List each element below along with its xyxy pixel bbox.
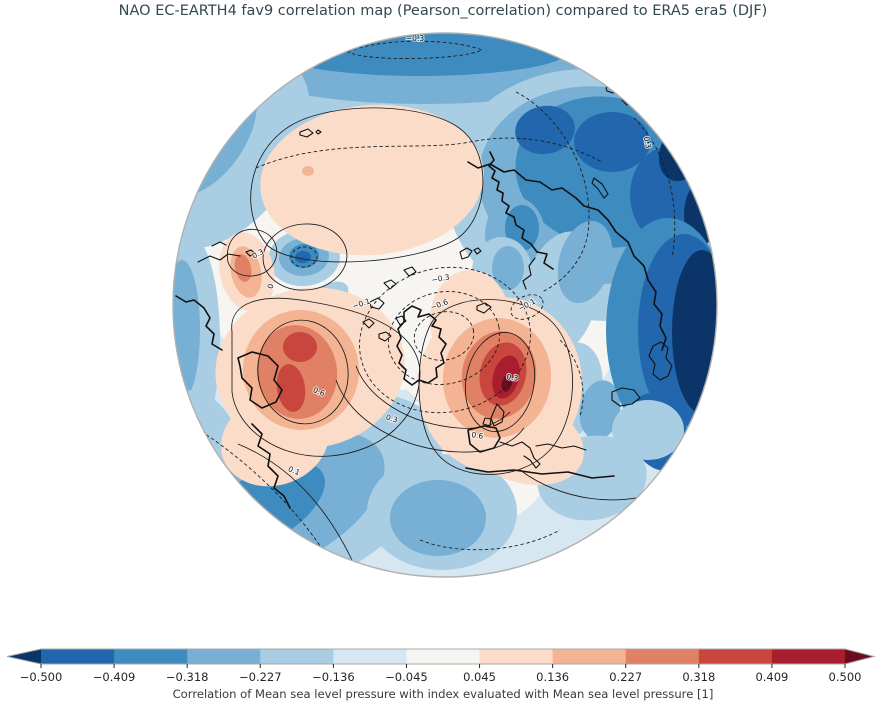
contour-lines-negative-part <box>290 246 318 268</box>
figure-title: NAO EC-EARTH4 fav9 correlation map (Pear… <box>118 3 768 19</box>
filled-contours-part <box>579 380 621 440</box>
contour-lines-negative-part <box>387 291 501 385</box>
contour-label: 0 <box>266 283 276 290</box>
colorbar-extend-left <box>7 649 41 664</box>
contour-lines-positive-part <box>355 365 511 429</box>
coastlines <box>175 84 673 509</box>
colorbar-tick-label: 0.409 <box>755 670 788 684</box>
colorbar-tick-label: 0.500 <box>829 670 862 684</box>
contour-lines-positive <box>226 107 669 561</box>
contour-lines-negative-part <box>347 40 484 59</box>
contour-label: −0.3 <box>406 34 424 43</box>
colorbar: −0.500 −0.409 −0.318 −0.227 −0.136 −0.045 0.04… <box>6 648 876 684</box>
colorbar-tick-label: −0.409 <box>93 670 136 684</box>
contour-lines-negative-part <box>413 311 475 361</box>
coast-baltic <box>522 257 536 290</box>
filled-contours <box>173 33 717 577</box>
contour-label: 0.6 <box>471 430 484 441</box>
coast-greenland <box>396 305 447 386</box>
filled-contours-part <box>574 112 650 172</box>
coast-british-isles <box>482 403 505 427</box>
polar-map: −0.30.30.30−0.1−0.3−0.6 −0.10.30.60.30.60… <box>172 32 718 578</box>
colorbar-tick-label: −0.227 <box>239 670 282 684</box>
colorbar-segment <box>552 649 627 664</box>
colorbar-segment <box>698 649 773 664</box>
colorbar-segment <box>406 649 481 664</box>
contour-lines-positive-part <box>335 379 525 453</box>
contour-lines-positive-part <box>257 319 349 425</box>
contour-label: −0.3 <box>431 272 451 284</box>
colorbar-segment <box>187 649 261 664</box>
filled-contours-part <box>283 332 317 362</box>
contour-lines-negative-part <box>510 294 544 320</box>
coast-arctic-islands <box>362 266 417 342</box>
colorbar-tick-label: −0.500 <box>20 670 63 684</box>
colorbar-extend-right <box>845 649 874 664</box>
contour-lines-negative-part <box>633 117 676 259</box>
map-boundary <box>172 32 718 578</box>
map-area: −0.30.30.30−0.1−0.3−0.6 −0.10.30.60.30.60… <box>173 33 717 577</box>
coast-caspian-blacksea <box>611 341 673 407</box>
colorbar-tick-label: 0.045 <box>463 670 496 684</box>
filled-contours-part <box>260 104 484 256</box>
colorbar-tick-label: 0.136 <box>536 670 569 684</box>
contour-lines-positive-part <box>231 297 421 457</box>
colorbar-segment <box>114 649 188 664</box>
contour-label: 0.3 <box>642 136 653 150</box>
contour-lines-negative <box>195 40 676 573</box>
colorbar-segment <box>771 649 846 664</box>
filled-contours-part <box>492 246 524 290</box>
coast-scandinavia <box>488 151 554 270</box>
contour-label: 0.3 <box>385 412 399 424</box>
coast-iberia <box>467 425 501 453</box>
contour-lines-negative-part <box>559 339 584 417</box>
colorbar-segment <box>41 649 115 664</box>
colorbar-segment <box>625 649 700 664</box>
contour-lines-negative-part <box>419 529 561 551</box>
contour-lines-positive-part <box>226 228 278 277</box>
coast-mediterranean-north <box>499 441 587 469</box>
filled-contours-part <box>173 260 200 400</box>
coast-svalbard-iceland <box>459 247 492 314</box>
coast-hudson-bay <box>237 351 283 409</box>
filled-contours-part <box>276 364 306 412</box>
filled-contours-part <box>672 250 717 414</box>
colorbar-tick-label: −0.045 <box>385 670 428 684</box>
contour-lines-positive-part <box>250 107 484 263</box>
contour-lines-negative-part <box>359 266 531 414</box>
contour-lines-positive-part <box>262 223 348 291</box>
contour-label: 0.3 <box>506 372 519 383</box>
colorbar-tick-label: 0.227 <box>609 670 642 684</box>
filled-contours-part <box>234 254 252 282</box>
coast-eurasia <box>467 161 667 351</box>
filled-contours-part <box>390 480 486 556</box>
colorbar-segment <box>479 649 554 664</box>
contour-lines-positive-part <box>418 299 574 475</box>
colorbar-tick-label: −0.318 <box>166 670 209 684</box>
colorbar-tick-label: 0.318 <box>682 670 715 684</box>
coast-bering <box>197 128 322 263</box>
filled-contours-part <box>612 400 684 460</box>
coast-namerica-east <box>251 423 291 509</box>
filled-contours-part <box>501 374 513 392</box>
colorbar-segment <box>333 649 407 664</box>
filled-contours-part <box>270 33 570 76</box>
contour-lines-positive-part <box>464 331 536 433</box>
filled-contours-part <box>557 220 613 304</box>
coast-north-africa <box>465 467 615 479</box>
contour-lines-positive-part <box>237 443 353 561</box>
filled-contours-part <box>515 105 575 155</box>
coast-namerica-west <box>175 295 223 351</box>
colorbar-segment <box>260 649 334 664</box>
filled-contours-part <box>302 166 314 176</box>
contour-lines-negative-part <box>515 91 590 293</box>
colorbar-label: Correlation of Mean sea level pressure w… <box>172 687 714 701</box>
contour-lines-negative-part <box>255 137 603 169</box>
colorbar-tick-label: −0.136 <box>312 670 355 684</box>
